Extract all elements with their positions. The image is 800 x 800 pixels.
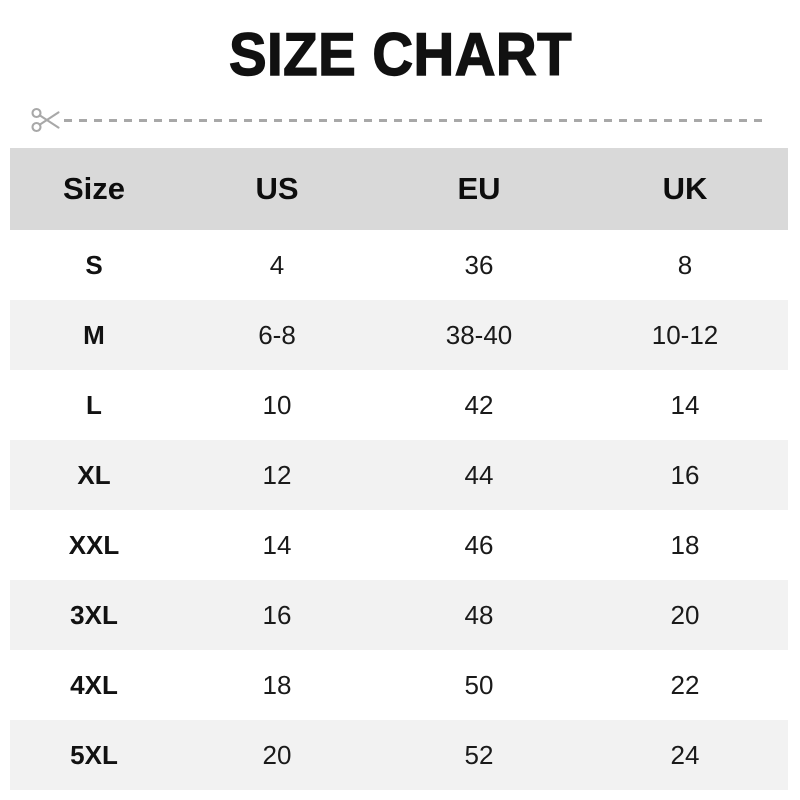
cell-eu: 36 — [464, 249, 494, 280]
cell-uk: 14 — [670, 389, 700, 420]
cell-uk: 10-12 — [651, 319, 719, 350]
cell-us: 4 — [269, 249, 285, 280]
table-row: M 6-8 38-40 10-12 — [10, 300, 788, 370]
cell-size: 5XL — [70, 739, 118, 770]
cell-eu: 38-40 — [445, 319, 513, 350]
cell-eu: 48 — [464, 599, 494, 630]
table-row: XXL 14 46 18 — [10, 510, 788, 580]
cell-size: XL — [77, 459, 111, 490]
cell-size: 4XL — [70, 669, 118, 700]
cell-eu: 46 — [464, 529, 494, 560]
dashed-cut-line — [64, 119, 766, 122]
cell-eu: 44 — [464, 459, 494, 490]
table-header-row: Size US EU UK — [10, 148, 788, 230]
cell-size: M — [83, 319, 105, 350]
table-row: 3XL 16 48 20 — [10, 580, 788, 650]
cell-uk: 16 — [670, 459, 700, 490]
column-header-size: Size — [62, 171, 126, 206]
cell-uk: 18 — [670, 529, 700, 560]
cell-us: 20 — [262, 739, 292, 770]
cell-size: 3XL — [70, 599, 118, 630]
cell-size: L — [86, 389, 102, 420]
cell-eu: 42 — [464, 389, 494, 420]
cell-us: 14 — [262, 529, 292, 560]
table-row: 5XL 20 52 24 — [10, 720, 788, 790]
column-header-us: US — [255, 171, 299, 206]
table-row: L 10 42 14 — [10, 370, 788, 440]
cell-size: S — [85, 249, 103, 280]
table-row: S 4 36 8 — [10, 230, 788, 300]
cell-uk: 22 — [670, 669, 700, 700]
cell-us: 12 — [262, 459, 292, 490]
cell-eu: 52 — [464, 739, 494, 770]
cell-us: 6-8 — [258, 319, 296, 350]
table-body: S 4 36 8 M 6-8 38-40 10-12 L 10 42 14 XL… — [10, 230, 788, 790]
size-chart-table: Size US EU UK S 4 36 8 M 6-8 38-40 10-12… — [10, 148, 788, 790]
page-title-container: SIZE CHART — [0, 21, 800, 88]
table-row: 4XL 18 50 22 — [10, 650, 788, 720]
cell-size: XXL — [68, 529, 120, 560]
cell-us: 16 — [262, 599, 292, 630]
cut-line-container — [0, 103, 800, 137]
cell-us: 18 — [262, 669, 292, 700]
cell-eu: 50 — [464, 669, 494, 700]
cell-uk: 8 — [677, 249, 693, 280]
cell-uk: 20 — [670, 599, 700, 630]
scissors-icon — [28, 103, 62, 137]
page-title: SIZE CHART — [228, 21, 572, 88]
column-header-eu: EU — [457, 171, 501, 206]
table-row: XL 12 44 16 — [10, 440, 788, 510]
column-header-uk: UK — [662, 171, 708, 206]
cell-us: 10 — [262, 389, 292, 420]
cell-uk: 24 — [670, 739, 700, 770]
